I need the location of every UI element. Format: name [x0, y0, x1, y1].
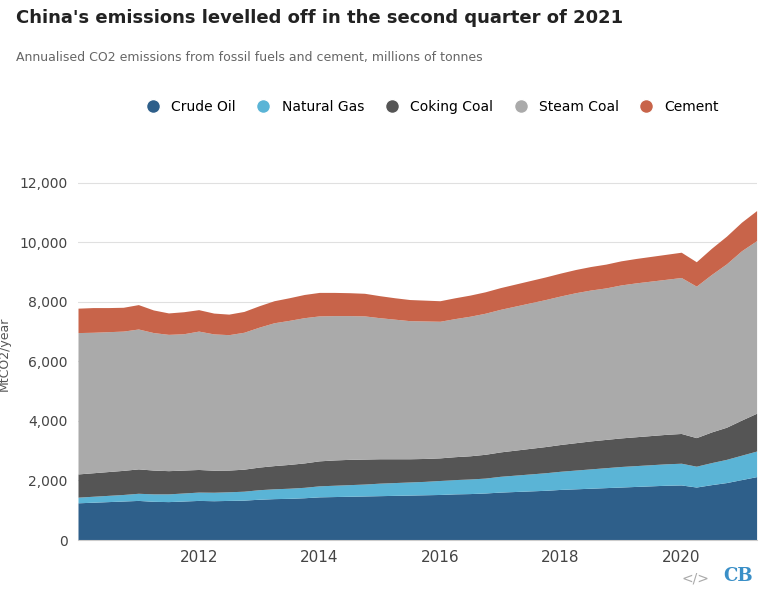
Y-axis label: MtCO2/year: MtCO2/year: [0, 317, 11, 391]
Text: </>: </>: [682, 571, 710, 585]
Text: Annualised CO2 emissions from fossil fuels and cement, millions of tonnes: Annualised CO2 emissions from fossil fue…: [16, 51, 482, 64]
Text: CB: CB: [723, 567, 753, 585]
Text: China's emissions levelled off in the second quarter of 2021: China's emissions levelled off in the se…: [16, 9, 622, 27]
Legend: Crude Oil, Natural Gas, Coking Coal, Steam Coal, Cement: Crude Oil, Natural Gas, Coking Coal, Ste…: [139, 100, 719, 114]
